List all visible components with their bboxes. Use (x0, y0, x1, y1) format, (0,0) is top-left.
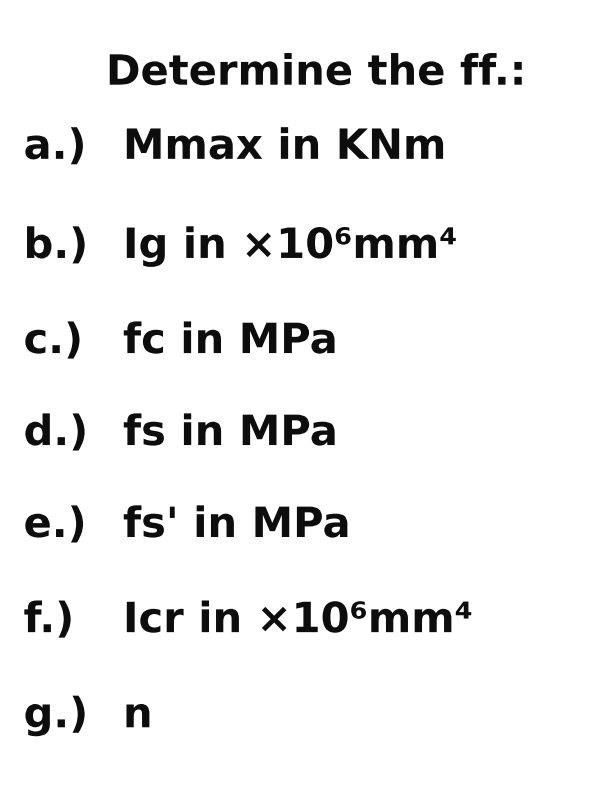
Text: e.): e.) (23, 504, 87, 546)
Text: fs' in MPa: fs' in MPa (123, 504, 350, 546)
Text: Icr in ×10⁶mm⁴: Icr in ×10⁶mm⁴ (123, 599, 473, 642)
Text: Ig in ×10⁶mm⁴: Ig in ×10⁶mm⁴ (123, 225, 458, 267)
Text: c.): c.) (23, 320, 83, 362)
Text: Determine the ff.:: Determine the ff.: (106, 52, 526, 94)
Text: fc in MPa: fc in MPa (123, 320, 338, 362)
Text: Mmax in KNm: Mmax in KNm (123, 126, 446, 167)
Text: d.): d.) (23, 412, 88, 454)
Text: g.): g.) (23, 694, 88, 736)
Text: b.): b.) (23, 225, 88, 267)
Text: fs in MPa: fs in MPa (123, 412, 338, 454)
Text: n: n (123, 694, 153, 736)
Text: a.): a.) (23, 126, 87, 167)
Text: f.): f.) (23, 599, 74, 642)
